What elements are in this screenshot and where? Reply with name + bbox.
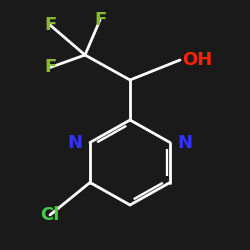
Text: F: F: [44, 58, 56, 76]
Text: N: N: [68, 134, 82, 152]
Text: OH: OH: [182, 51, 213, 69]
Text: F: F: [44, 16, 56, 34]
Text: F: F: [94, 11, 106, 29]
Text: Cl: Cl: [40, 206, 60, 224]
Text: N: N: [178, 134, 192, 152]
